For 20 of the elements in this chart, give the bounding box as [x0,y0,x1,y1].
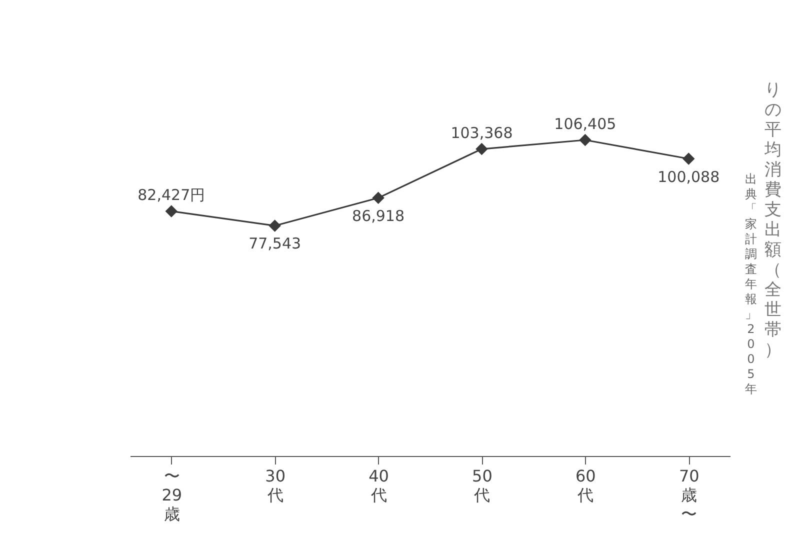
point [579,134,592,146]
x-tick-label: 〜29歳 [162,466,182,524]
point [682,152,695,165]
x-tick-label: 40代 [368,466,389,504]
x-tick-label: 30代 [265,466,286,504]
x-tick-label: 70歳〜 [678,466,700,524]
x-tick-label: 50代 [472,466,492,504]
text: 出典「家計調査年報」2005年 [745,172,757,396]
data-label: 82,427円 [138,186,206,204]
data-label: 100,088 [658,168,720,186]
point [268,220,281,232]
chart-title: りの平均消費支出額（全世帯） [764,80,782,360]
point [476,142,488,156]
x-tick-label: 60代 [575,466,596,504]
point [165,205,178,218]
data-label: 106,405 [554,115,616,133]
data-label: 86,918 [352,206,405,225]
data-label: 77,543 [248,234,302,253]
point [372,192,384,204]
data-label: 103,368 [450,124,513,142]
